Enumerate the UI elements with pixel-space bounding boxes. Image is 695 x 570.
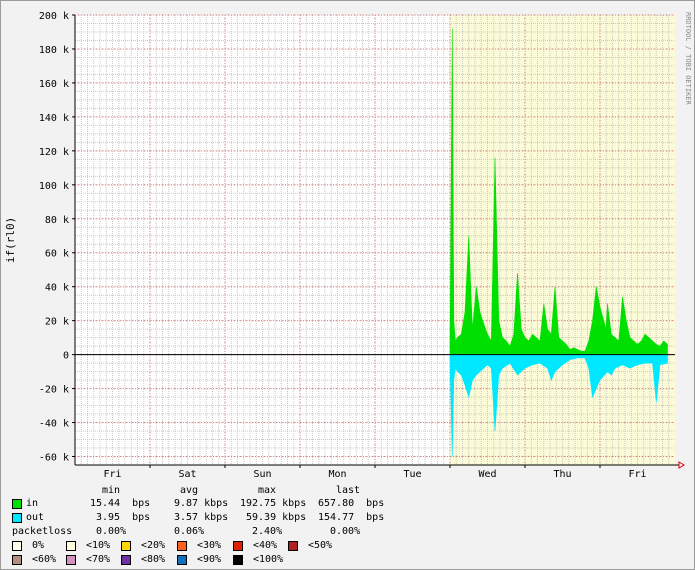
y-tick-label: 180 k: [39, 45, 69, 56]
y-axis-label: if(rl0): [4, 217, 17, 263]
y-tick-label: 160 k: [39, 79, 69, 90]
y-tick-label: 140 k: [39, 113, 69, 124]
series-in-area: [449, 28, 668, 355]
x-tick-label: Sat: [178, 469, 196, 480]
x-tick-label: Thu: [553, 469, 571, 480]
y-tick-label: 0: [63, 351, 69, 362]
y-tick-label: -60 k: [39, 453, 69, 464]
series-out-area: [449, 354, 668, 457]
y-tick-label: -40 k: [39, 419, 69, 430]
x-tick-label: Mon: [328, 469, 346, 480]
x-tick-label: Fri: [103, 469, 121, 480]
y-tick-label: 60 k: [45, 249, 69, 260]
x-tick-label: Wed: [478, 469, 496, 480]
y-tick-label: 80 k: [45, 215, 69, 226]
y-tick-label: 20 k: [45, 317, 69, 328]
y-tick-label: 100 k: [39, 181, 69, 192]
y-tick-label: -20 k: [39, 385, 69, 396]
x-tick-label: Tue: [403, 469, 421, 480]
y-tick-label: 40 k: [45, 283, 69, 294]
x-tick-label: Sun: [253, 469, 271, 480]
y-tick-label: 200 k: [39, 11, 69, 22]
watermark: RRDTOOL / TOBI OETIKER: [684, 12, 692, 106]
x-axis-arrow: [678, 461, 685, 469]
y-tick-label: 120 k: [39, 147, 69, 158]
x-tick-label: Fri: [628, 469, 646, 480]
